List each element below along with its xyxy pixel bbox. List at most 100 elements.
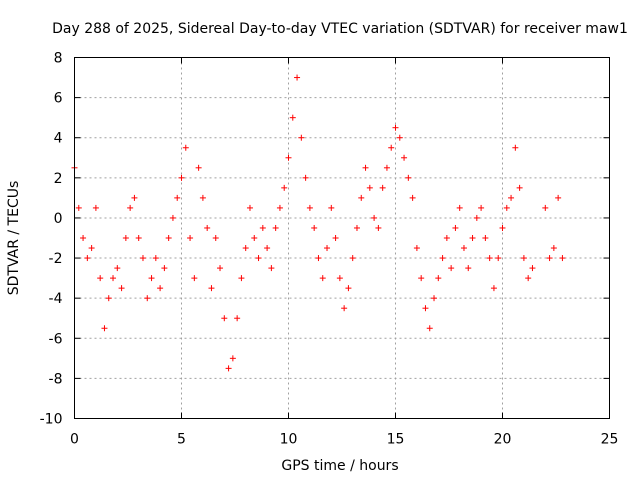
data-point: [246, 204, 253, 211]
data-point: [448, 265, 455, 272]
data-point: [456, 204, 463, 211]
data-point: [110, 275, 117, 282]
data-point: [529, 265, 536, 272]
data-point: [281, 184, 288, 191]
data-point: [204, 224, 211, 231]
data-point: [469, 235, 476, 241]
data-point: [157, 285, 164, 292]
x-tick-label: 0: [70, 432, 79, 448]
data-point: [328, 204, 335, 211]
data-point: [199, 194, 206, 201]
data-point: [118, 285, 125, 292]
data-point: [388, 144, 395, 151]
y-tick-label: -4: [49, 291, 63, 307]
data-point: [366, 184, 373, 191]
data-point: [268, 265, 275, 272]
data-point: [413, 245, 420, 252]
data-point: [114, 265, 121, 272]
data-point: [431, 295, 438, 302]
y-tick-label: 8: [54, 51, 63, 67]
y-tick-label: 2: [54, 171, 63, 187]
data-point: [486, 255, 493, 262]
data-point: [525, 275, 532, 282]
data-point: [508, 194, 515, 201]
data-point: [495, 255, 502, 262]
data-point: [127, 204, 134, 211]
data-points: [71, 74, 566, 372]
data-point: [409, 194, 416, 201]
data-point: [392, 124, 399, 131]
data-point: [332, 235, 339, 241]
data-point: [336, 275, 343, 282]
data-point: [165, 235, 172, 241]
data-point: [559, 255, 566, 262]
data-point: [465, 265, 472, 272]
data-point: [550, 245, 557, 252]
data-point: [289, 114, 296, 121]
data-point: [546, 255, 553, 262]
x-tick-label: 15: [387, 432, 405, 448]
data-point: [217, 265, 224, 272]
x-tick-label: 20: [494, 432, 512, 448]
data-point: [182, 144, 189, 151]
data-point: [478, 204, 485, 211]
data-point: [401, 154, 408, 161]
data-point: [405, 174, 412, 181]
data-point: [426, 325, 433, 332]
data-point: [174, 194, 181, 201]
data-point: [187, 235, 194, 241]
y-axis-label: SDTVAR / TECUs: [6, 181, 22, 296]
data-point: [341, 305, 348, 312]
data-point: [264, 245, 271, 252]
data-point: [452, 224, 459, 231]
data-point: [311, 224, 318, 231]
data-point: [371, 214, 378, 221]
data-point: [490, 285, 497, 292]
y-tick-label: -8: [49, 371, 63, 387]
data-point: [225, 365, 232, 372]
data-point: [242, 245, 249, 252]
data-point: [512, 144, 519, 151]
tick-labels: 0 5 10 15 20 25 -10 -8 -6 -4 -2 0 2 4 6 8: [40, 51, 619, 448]
data-point: [195, 164, 202, 171]
data-point: [135, 235, 142, 241]
data-point: [345, 285, 352, 292]
data-point: [276, 204, 283, 211]
data-point: [503, 204, 510, 211]
data-point: [92, 204, 99, 211]
data-point: [315, 255, 322, 262]
data-point: [542, 204, 549, 211]
data-point: [379, 184, 386, 191]
data-point: [516, 184, 523, 191]
data-point: [285, 154, 292, 161]
y-tick-label: 4: [54, 131, 63, 147]
data-point: [302, 174, 309, 181]
data-point: [383, 164, 390, 171]
data-point: [101, 325, 108, 332]
data-point: [259, 224, 266, 231]
data-point: [555, 194, 562, 201]
data-point: [229, 355, 236, 362]
data-point: [319, 275, 326, 282]
data-point: [191, 275, 198, 282]
data-point: [84, 255, 91, 262]
data-point: [255, 255, 262, 262]
data-point: [349, 255, 356, 262]
data-point: [251, 235, 258, 241]
data-point: [272, 224, 279, 231]
data-point: [144, 295, 151, 302]
y-tick-label: -2: [49, 251, 63, 267]
data-point: [362, 164, 369, 171]
x-tick-label: 25: [601, 432, 619, 448]
data-point: [169, 214, 176, 221]
grid-lines: [74, 57, 610, 419]
data-point: [294, 74, 301, 81]
data-point: [221, 315, 228, 322]
data-point: [460, 245, 467, 252]
plot-frame: [74, 57, 610, 419]
data-point: [353, 224, 360, 231]
x-axis-label: GPS time / hours: [281, 458, 398, 474]
data-point: [396, 134, 403, 141]
data-point: [178, 174, 185, 181]
